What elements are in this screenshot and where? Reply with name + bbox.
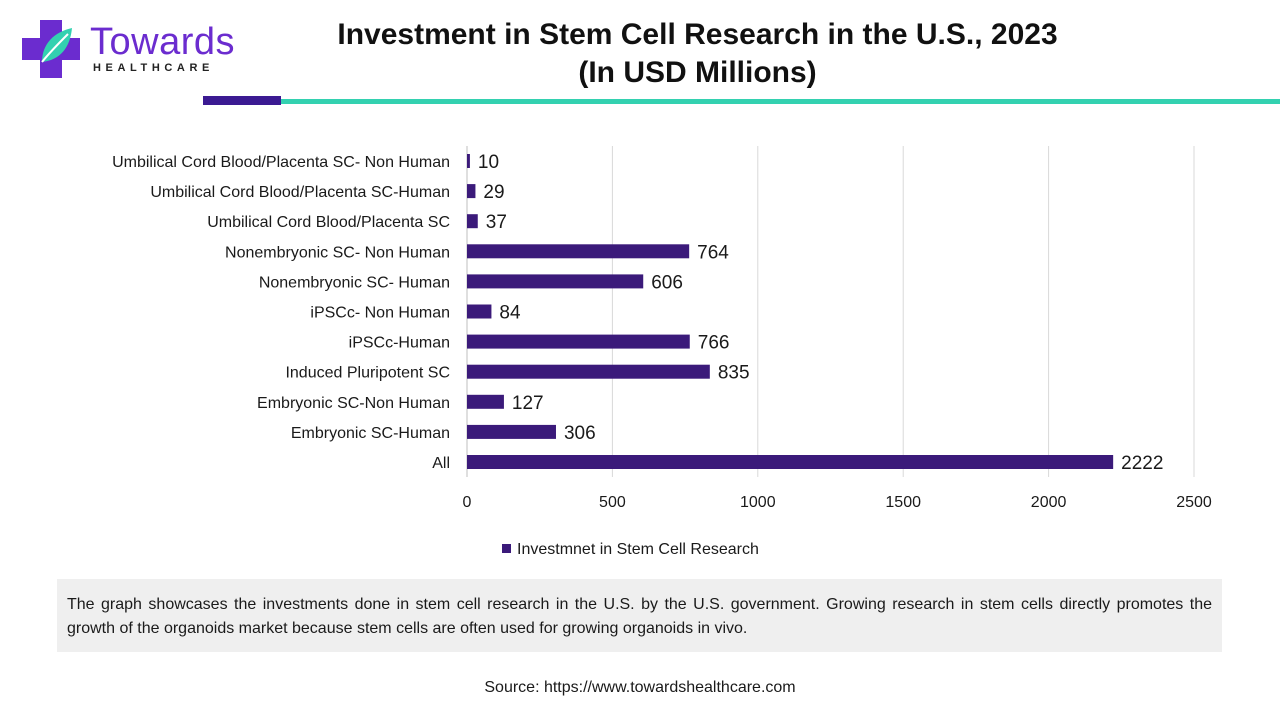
data-label: 835 — [718, 363, 750, 384]
caption-text: The graph showcases the investments done… — [57, 579, 1222, 652]
bar — [467, 424, 556, 439]
logo-tagline: HEALTHCARE — [93, 62, 214, 74]
legend-label: Investmnet in Stem Cell Research — [517, 541, 759, 558]
data-label: 127 — [512, 393, 544, 414]
source-text: Source: https://www.towardshealthcare.co… — [484, 679, 796, 696]
bar — [467, 334, 690, 349]
bar — [467, 364, 710, 379]
chart-title-line-2: (In USD Millions) — [578, 56, 817, 89]
logo: Towards HEALTHCARE — [20, 18, 240, 82]
category-label: All — [432, 455, 450, 472]
bar — [467, 304, 492, 319]
bar-chart: 0 500 1000 1500 2000 2500 Umbilical Cord Blood… — [112, 146, 1212, 558]
data-label: 10 — [478, 152, 499, 173]
category-label: iPSCc- Non Human — [310, 305, 450, 322]
x-tick-label: 500 — [599, 494, 626, 511]
chart-title: Investment in Stem Cell Research in the … — [300, 16, 1095, 92]
bar — [467, 244, 690, 259]
category-label: Umbilical Cord Blood/Placenta SC- Non Hu… — [112, 154, 450, 171]
data-label: 2222 — [1121, 453, 1163, 474]
bar — [467, 214, 478, 229]
logo-cross-icon — [22, 20, 80, 78]
category-label: Induced Pluripotent SC — [285, 365, 450, 382]
chart-title-line-1: Investment in Stem Cell Research in the … — [337, 18, 1058, 51]
x-tick-label: 2500 — [1176, 494, 1212, 511]
x-tick-label: 1500 — [885, 494, 921, 511]
x-tick-label: 1000 — [740, 494, 776, 511]
bar — [467, 394, 504, 409]
data-label: 29 — [483, 182, 504, 203]
category-label: Umbilical Cord Blood/Placenta SC — [207, 214, 450, 231]
category-label: Embryonic SC-Non Human — [257, 395, 450, 412]
category-label: iPSCc-Human — [349, 335, 450, 352]
data-label: 84 — [499, 303, 521, 324]
data-label: 606 — [651, 272, 683, 293]
category-label: Nonembryonic SC- Non Human — [225, 244, 450, 261]
legend-swatch — [502, 544, 511, 553]
bar — [467, 154, 470, 168]
logo-name: Towards — [90, 21, 235, 63]
header-rule — [281, 99, 1280, 104]
x-tick-label: 2000 — [1031, 494, 1067, 511]
x-tick-label: 0 — [463, 494, 472, 511]
bar — [467, 184, 476, 199]
data-label: 306 — [564, 423, 596, 444]
category-label: Nonembryonic SC- Human — [259, 274, 450, 291]
category-label: Embryonic SC-Human — [291, 425, 450, 442]
bar — [467, 274, 644, 289]
data-label: 37 — [486, 212, 507, 233]
data-label: 766 — [698, 333, 730, 354]
category-label: Umbilical Cord Blood/Placenta SC-Human — [150, 184, 450, 201]
bar — [467, 455, 1114, 469]
data-label: 764 — [697, 242, 729, 263]
header-rule-accent — [203, 96, 281, 105]
